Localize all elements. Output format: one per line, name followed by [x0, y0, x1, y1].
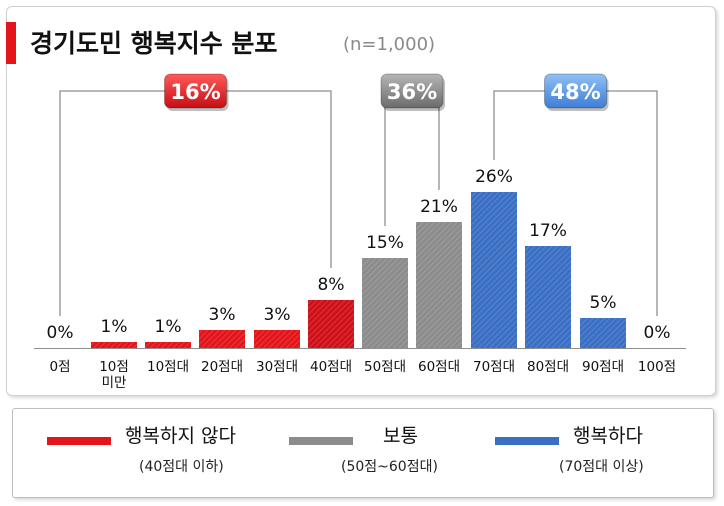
bar-hatch [199, 330, 245, 348]
bar [362, 258, 408, 348]
chart-title: 경기도민 행복지수 분포 [30, 29, 278, 58]
tick-label: 10점 미만 [99, 359, 129, 391]
value-label: 1% [101, 317, 128, 337]
tick-label: 60점대 [418, 359, 460, 375]
value-label: 0% [644, 323, 671, 343]
bar [145, 342, 191, 348]
tick-label: 50점대 [364, 359, 406, 375]
group-bracket [59, 90, 332, 316]
title-accent-bar [6, 22, 16, 64]
legend-note: (50점~60점대) [341, 459, 438, 475]
legend-label: 행복하지 않다 [125, 425, 236, 447]
bar-hatch [91, 342, 137, 348]
tick-label: 30점대 [256, 359, 298, 375]
bar-hatch [416, 222, 462, 348]
legend-label: 보통 [383, 425, 418, 447]
group-total-badge: 36% [380, 73, 445, 111]
bar-hatch [471, 192, 517, 348]
value-label: 26% [475, 167, 513, 187]
badge-label: 16% [170, 80, 220, 104]
legend-note: (40점대 이하) [139, 459, 224, 475]
value-label: 0% [47, 323, 74, 343]
bar-hatch [254, 330, 300, 348]
bar-hatch [525, 246, 571, 348]
value-label: 15% [366, 233, 404, 253]
bar [308, 300, 354, 348]
tick-label: 40점대 [310, 359, 352, 375]
legend-swatch-gray [289, 437, 353, 445]
legend-note: (70점대 이상) [559, 459, 644, 475]
group-bracket [493, 90, 658, 316]
legend: 행복하지 않다 (40점대 이하) 보통 (50점~60점대) 행복하다 (70… [12, 408, 714, 498]
badge-body [380, 73, 444, 109]
tick-label: 20점대 [201, 359, 243, 375]
bar [254, 330, 300, 348]
value-label: 17% [529, 221, 567, 241]
legend-label: 행복하다 [573, 425, 643, 447]
bar-hatch [308, 300, 354, 348]
legend-swatch-blue [495, 437, 559, 445]
tick-label: 100점 [638, 359, 676, 375]
value-label: 5% [590, 293, 617, 313]
badge-label: 48% [550, 80, 600, 104]
bar-hatch [580, 318, 626, 348]
bar [471, 192, 517, 348]
bar [525, 246, 571, 348]
value-label: 3% [209, 305, 236, 325]
chart-subtitle: (n=1,000) [343, 34, 436, 55]
value-label: 8% [318, 275, 345, 295]
bar-hatch [145, 342, 191, 348]
legend-swatch-red [47, 437, 111, 445]
group-total-badge: 16% [164, 73, 229, 111]
group-total-badge: 48% [544, 73, 609, 111]
value-label: 3% [264, 305, 291, 325]
value-label: 1% [155, 317, 182, 337]
tick-label: 70점대 [473, 359, 515, 375]
bar [199, 330, 245, 348]
tick-label: 10점대 [147, 359, 189, 375]
badge-body [544, 73, 607, 109]
tick-label: 80점대 [527, 359, 569, 375]
tick-label: 90점대 [582, 359, 624, 375]
bar-hatch [362, 258, 408, 348]
bar [580, 318, 626, 348]
bar [91, 342, 137, 348]
tick-label: 0점 [49, 359, 70, 375]
badge-body [164, 73, 227, 109]
bar [416, 222, 462, 348]
bar-chart: 0% 1% 1% 3% 3% 8% 15% 21% 26% 17% 5% 0% 0점 10점 미만 10점대… [34, 73, 686, 391]
badge-label: 36% [387, 80, 437, 104]
value-label: 21% [420, 197, 458, 217]
